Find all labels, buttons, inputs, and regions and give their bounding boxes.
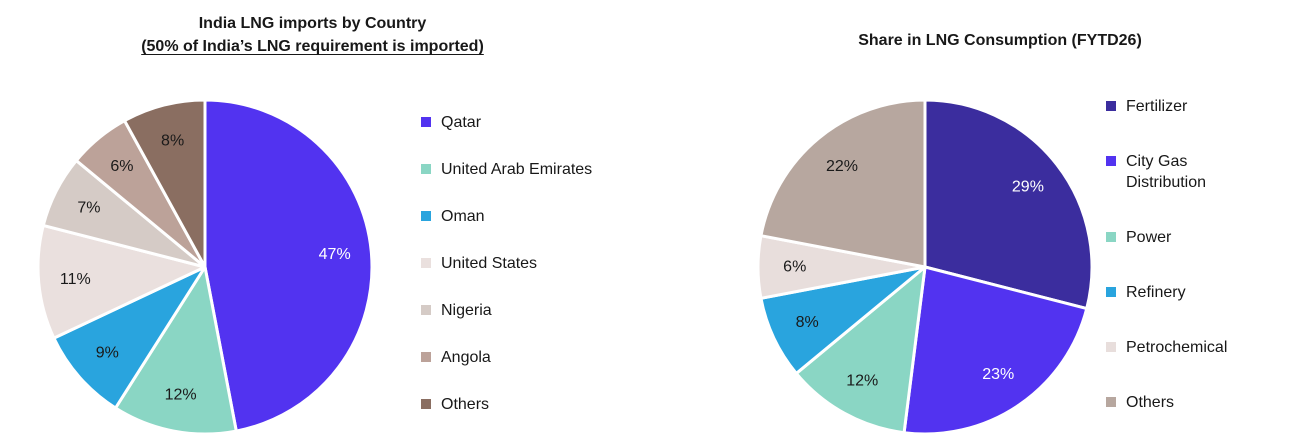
pie-slice-city-gas-distribution xyxy=(902,265,1089,436)
legend-item-nigeria: Nigeria xyxy=(421,300,592,321)
legend-label: United States xyxy=(441,255,538,272)
pie-value-label-city-gas-distribution: 23% xyxy=(982,366,1014,383)
legend-swatch-icon xyxy=(1106,397,1116,407)
legend-item-oman: Oman xyxy=(421,206,592,227)
legend-item-refinery: Refinery xyxy=(1106,282,1251,303)
pie-value-label-united-arab-emirates: 12% xyxy=(165,386,197,403)
pie-chart-lng-imports: 47% 12% 9% 11% 7% 6% 8% xyxy=(36,98,374,436)
legend-item-united-states: United States xyxy=(421,253,592,274)
pie-value-label-others: 8% xyxy=(161,132,184,149)
consumption-chart-title: Share in LNG Consumption (FYTD26) xyxy=(858,32,1142,49)
pie-value-label-nigeria: 7% xyxy=(77,199,100,216)
legend-label: Oman xyxy=(441,208,485,225)
pie-slice-united-states xyxy=(36,223,207,340)
pie-value-label-oman: 9% xyxy=(96,345,119,362)
legend-item-petrochemical: Petrochemical xyxy=(1106,337,1251,358)
pie-value-label-fertilizer: 29% xyxy=(1012,179,1044,196)
legend-label: United Arab Emirates xyxy=(441,161,593,178)
legend-swatch-icon xyxy=(1106,232,1116,242)
pie-value-label-power: 12% xyxy=(846,373,878,390)
imports-chart-subtitle: (50% of India’s LNG requirement is impor… xyxy=(141,38,484,55)
legend-label: Nigeria xyxy=(441,302,492,319)
pie-value-label-others: 22% xyxy=(826,158,858,175)
legend-item-fertilizer: Fertilizer xyxy=(1106,96,1251,117)
pie-slice-others xyxy=(759,98,927,269)
legend-item-others: Others xyxy=(1106,392,1251,413)
legend-swatch-icon xyxy=(421,117,431,127)
pie-value-label-qatar: 47% xyxy=(319,246,351,263)
legend-lng-imports: Qatar United Arab Emirates Oman United Stat… xyxy=(421,112,592,415)
legend-label: Others xyxy=(1126,394,1175,411)
legend-item-united-arab-emirates: United Arab Emirates xyxy=(421,159,592,180)
legend-item-qatar: Qatar xyxy=(421,112,592,133)
legend-item-power: Power xyxy=(1106,227,1251,248)
legend-label: Petrochemical xyxy=(1126,339,1228,356)
legend-swatch-icon xyxy=(421,211,431,221)
legend-swatch-icon xyxy=(421,305,431,315)
legend-label: City Gas Distribution xyxy=(1126,153,1207,191)
pie-slice-power xyxy=(794,265,927,435)
pie-value-label-united-states: 11% xyxy=(60,271,91,288)
legend-swatch-icon xyxy=(421,352,431,362)
pie-chart-lng-consumption: 29% 23% 12% 8% 6% 22% xyxy=(756,98,1094,436)
legend-label: Angola xyxy=(441,349,491,366)
legend-label: Power xyxy=(1126,229,1172,246)
legend-swatch-icon xyxy=(421,258,431,268)
imports-chart-title: India LNG imports by Country xyxy=(198,15,427,32)
legend-label: Fertilizer xyxy=(1126,98,1188,115)
pie-slice-united-arab-emirates xyxy=(114,265,238,436)
legend-item-angola: Angola xyxy=(421,347,592,368)
pie-slice-fertilizer xyxy=(923,98,1094,311)
legend-swatch-icon xyxy=(421,399,431,409)
legend-swatch-icon xyxy=(421,164,431,174)
legend-item-city-gas-distribution: City Gas Distribution xyxy=(1106,151,1251,193)
pie-slice-others xyxy=(123,98,207,269)
pie-value-label-petrochemical: 6% xyxy=(783,259,806,276)
pie-slice-qatar xyxy=(203,98,374,433)
legend-label: Qatar xyxy=(441,114,482,131)
pie-value-label-refinery: 8% xyxy=(796,314,819,331)
legend-lng-consumption: Fertilizer City Gas Distribution Power Refi… xyxy=(1106,96,1251,413)
imports-chart-title-block: India LNG imports by Country (50% of Ind… xyxy=(0,12,625,58)
legend-label: Refinery xyxy=(1126,284,1186,301)
legend-label: Others xyxy=(441,396,490,413)
legend-swatch-icon xyxy=(1106,287,1116,297)
legend-swatch-icon xyxy=(1106,101,1116,111)
pie-value-label-angola: 6% xyxy=(110,158,133,175)
legend-swatch-icon xyxy=(1106,342,1116,352)
legend-item-others: Others xyxy=(421,394,592,415)
pie-slice-oman xyxy=(52,265,207,410)
legend-swatch-icon xyxy=(1106,156,1116,166)
